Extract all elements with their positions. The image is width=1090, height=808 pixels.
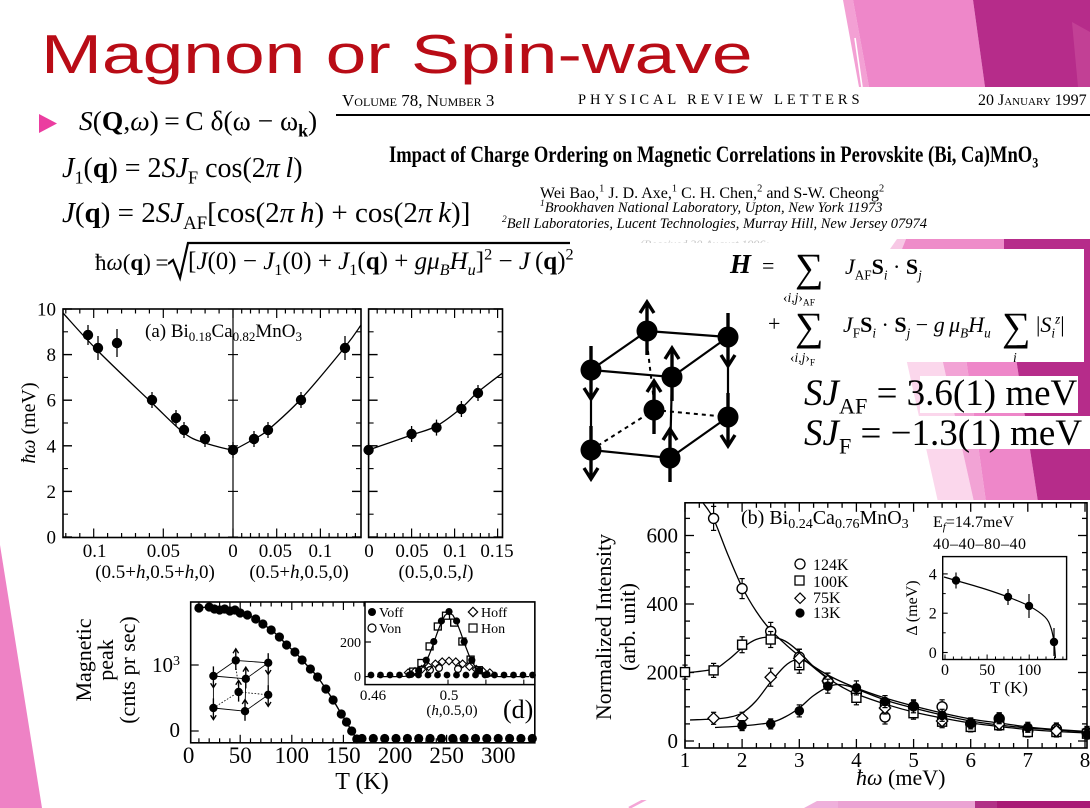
- svg-text:5: 5: [908, 748, 919, 772]
- svg-text:ħω (meV): ħω (meV): [18, 382, 40, 463]
- svg-text:0: 0: [170, 718, 181, 742]
- svg-text:200: 200: [647, 661, 679, 685]
- svg-text:0: 0: [228, 541, 238, 562]
- svg-text:peak: peak: [93, 639, 118, 681]
- svg-text:0.1: 0.1: [309, 541, 333, 562]
- svg-text:(h,0.5,0): (h,0.5,0): [426, 703, 477, 719]
- svg-text:0: 0: [354, 670, 361, 685]
- svg-text:40–40–80–40: 40–40–80–40: [933, 536, 1027, 553]
- svg-text:0.1: 0.1: [443, 541, 467, 562]
- svg-text:124K: 124K: [813, 557, 849, 574]
- svg-text:Von: Von: [379, 622, 401, 637]
- svg-text:(d): (d): [503, 695, 533, 724]
- svg-text:4: 4: [851, 748, 862, 772]
- svg-text:600: 600: [647, 524, 679, 548]
- svg-text:2: 2: [929, 606, 937, 623]
- svg-text:6: 6: [965, 748, 976, 772]
- svg-text:100K: 100K: [813, 574, 849, 591]
- svg-text:100: 100: [1017, 662, 1041, 679]
- svg-text:0.46: 0.46: [360, 688, 387, 704]
- svg-text:ħω (meV): ħω (meV): [856, 765, 945, 790]
- svg-text:100: 100: [275, 743, 310, 768]
- svg-text:0: 0: [47, 528, 57, 549]
- svg-text:0: 0: [668, 729, 679, 753]
- svg-text:(0.5+h,0.5,0): (0.5+h,0.5,0): [249, 562, 348, 583]
- svg-text:0: 0: [941, 662, 949, 679]
- svg-text:50: 50: [979, 662, 995, 679]
- svg-text:T (K): T (K): [990, 678, 1028, 697]
- svg-text:3: 3: [794, 748, 805, 772]
- svg-text:(0.5+h,0.5+h,0): (0.5+h,0.5+h,0): [95, 562, 215, 583]
- svg-text:Normalized Intensity: Normalized Intensity: [591, 534, 616, 720]
- svg-text:Hon: Hon: [481, 622, 505, 637]
- svg-text:Magnetic: Magnetic: [75, 618, 96, 701]
- svg-text:0.15: 0.15: [480, 541, 513, 562]
- svg-text:Ef=14.7meV: Ef=14.7meV: [933, 514, 1014, 533]
- svg-text:300: 300: [481, 743, 516, 768]
- svg-text:6: 6: [47, 391, 57, 412]
- svg-text:0.05: 0.05: [395, 541, 428, 562]
- svg-text:0.05: 0.05: [259, 541, 292, 562]
- svg-text:4: 4: [929, 566, 937, 583]
- svg-text:Δ (meV): Δ (meV): [904, 580, 921, 635]
- svg-text:0.5: 0.5: [440, 688, 459, 704]
- svg-text:10: 10: [37, 300, 56, 321]
- svg-text:(b) Bi0.24Ca0.76MnO3: (b) Bi0.24Ca0.76MnO3: [741, 507, 909, 532]
- svg-text:8: 8: [1080, 748, 1090, 772]
- svg-text:0.1: 0.1: [83, 541, 107, 562]
- svg-text:0.05: 0.05: [147, 541, 180, 562]
- svg-text:0: 0: [364, 541, 374, 562]
- svg-text:7: 7: [1023, 748, 1034, 772]
- svg-text:400: 400: [647, 592, 679, 616]
- svg-text:(arb. unit): (arb. unit): [615, 583, 640, 671]
- svg-text:Voff: Voff: [379, 606, 404, 621]
- svg-text:(a) Bi0.18Ca0.82MnO3: (a) Bi0.18Ca0.82MnO3: [145, 321, 302, 344]
- svg-text:103: 103: [152, 653, 180, 677]
- svg-text:2: 2: [47, 482, 57, 503]
- svg-text:(0.5,0.5,l): (0.5,0.5,l): [399, 562, 474, 583]
- svg-text:1: 1: [680, 748, 691, 772]
- svg-text:2: 2: [737, 748, 748, 772]
- svg-text:4: 4: [47, 436, 57, 457]
- svg-text:250: 250: [429, 743, 464, 768]
- svg-text:Hoff: Hoff: [481, 606, 508, 621]
- svg-text:50: 50: [229, 743, 252, 768]
- svg-text:0: 0: [929, 645, 937, 662]
- svg-text:8: 8: [47, 345, 57, 366]
- svg-text:75K: 75K: [813, 590, 841, 607]
- svg-text:200: 200: [340, 636, 361, 651]
- svg-text:200: 200: [378, 743, 413, 768]
- svg-text:13K: 13K: [813, 605, 841, 622]
- svg-text:T (K): T (K): [335, 769, 389, 795]
- svg-text:150: 150: [326, 743, 361, 768]
- svg-text:(cnts pr sec): (cnts pr sec): [115, 616, 140, 724]
- svg-text:0: 0: [183, 743, 195, 768]
